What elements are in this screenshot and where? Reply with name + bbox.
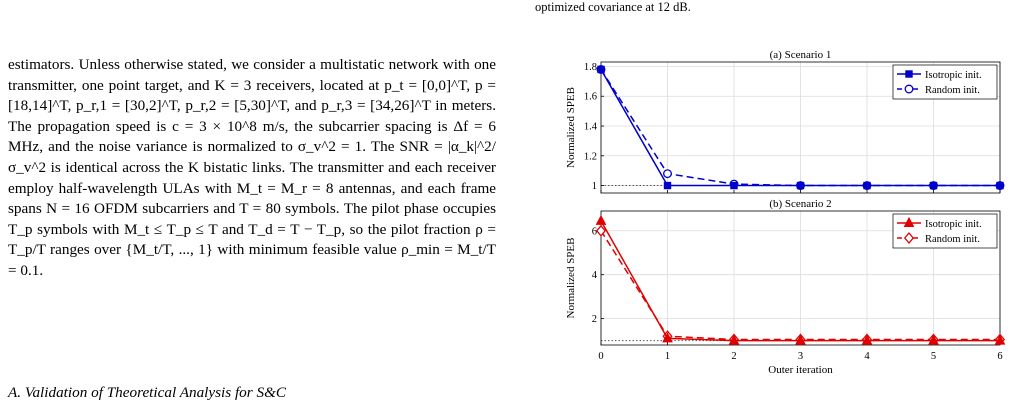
panel-1-title: (a) Scenario 1 [770,49,832,61]
body-paragraph: estimators. Unless otherwise stated, we … [8,55,496,282]
panel-2-legend-marker-1 [903,216,915,227]
panel-2-series-1-point-4 [861,334,873,345]
panel-1-series-1-point-1 [663,181,672,190]
panel-2-x-tick-label-1: 1 [665,351,670,362]
subsection-heading: A. Validation of Theoretical Analysis fo… [8,384,287,401]
panel-2-y-tick-label-0: 2 [592,314,597,325]
figure-caption-tail: optimized covariance at 12 dB. [535,0,691,14]
panel-2-x-tick-label-5: 5 [931,351,936,362]
panel-2-ylabel: Normalized SPEB [565,238,577,319]
panel-1-y-tick-label-0: 1 [592,181,597,192]
panel-1-y-tick-label-1: 1.2 [584,151,597,162]
panel-2-x-tick-label-4: 4 [864,351,870,362]
panel-2-series-1-point-5 [928,334,939,345]
panel-2-title: (b) Scenario 2 [769,198,831,210]
panel-2-x-tick-label-0: 0 [598,351,603,362]
panel-2-legend-label-1: Isotropic init. [925,219,982,230]
panel-2-y-tick-label-1: 4 [592,270,598,281]
panel-1-y-tick-label-2: 1.4 [584,122,598,133]
panel-1-legend-label-1: Isotropic init. [925,70,982,81]
panel-1-legend-marker-2 [904,84,914,94]
panel-1-y-tick-label-4: 1.8 [584,62,597,73]
panel-1-series-1-point-4 [863,181,871,190]
panel-2-series-1-point-0 [595,214,607,225]
panel-2-y-tick-label-2: 6 [592,226,597,237]
panel-1-ylabel: Normalized SPEB [565,87,577,168]
panel-1-series-1-point-3 [796,181,805,190]
panel-1-series-1-point-6 [996,181,1004,190]
panel-2-series-1-point-1 [662,332,673,343]
panel-1-series-1-point-5 [929,181,938,190]
panel-2-x-tick-label-3: 3 [798,351,803,362]
body-paragraph-text: estimators. Unless otherwise stated, we … [8,56,496,279]
panel-2-x-tick-label-2: 2 [731,351,736,362]
panel-2-series-2-point-0 [595,224,607,237]
panel-2-series-1-point-2 [728,334,740,345]
panel-1-series-1-point-2 [730,181,738,190]
panel-1-y-tick-label-3: 1.6 [584,92,597,103]
panel-1-series-1-point-0 [597,65,605,74]
panel-2-legend-marker-2 [903,231,915,245]
panel-2-x-tick-label-6: 6 [997,351,1002,362]
panel-1-series-2-point-1 [663,169,672,179]
panel-2-series-1-point-6 [994,334,1006,345]
panel-2-legend-label-2: Random init. [925,234,980,245]
panel-2-xlabel: Outer iteration [768,364,833,376]
panel-1-legend-marker-1 [905,70,913,78]
panel-1-legend-label-2: Random init. [925,85,980,96]
panel-2-series-1-point-3 [795,334,806,345]
